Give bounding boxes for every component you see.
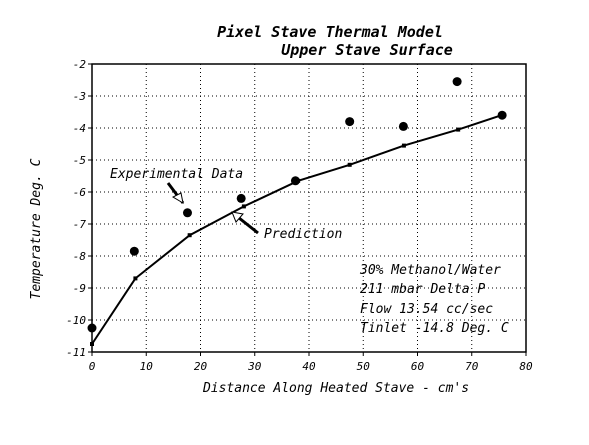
y-tick-label: -11 bbox=[66, 346, 86, 359]
annotation-prediction: Prediction bbox=[264, 227, 342, 242]
experimental-data-point bbox=[345, 117, 355, 127]
chart-subtitle: Upper Stave Surface bbox=[281, 41, 453, 59]
experimental-data-point bbox=[236, 193, 246, 203]
x-tick-label: 60 bbox=[411, 360, 425, 373]
experimental-data-point bbox=[452, 77, 462, 87]
annotation-experimental: Experimental Data bbox=[110, 167, 243, 182]
series-layer bbox=[87, 77, 507, 346]
x-tick-label: 20 bbox=[194, 360, 208, 373]
prediction-point bbox=[133, 276, 138, 281]
y-tick-label: -3 bbox=[73, 90, 86, 103]
annotation-prediction-arrowhead bbox=[231, 211, 244, 223]
x-tick-label: 50 bbox=[357, 360, 371, 373]
y-axis-label: Temperature Deg. C bbox=[29, 158, 44, 299]
condition-line: Tinlet -14.8 Deg. C bbox=[360, 321, 509, 336]
y-tick-label: -8 bbox=[73, 250, 87, 263]
experimental-data-point bbox=[129, 246, 139, 256]
prediction-point bbox=[241, 204, 246, 209]
conditions-block: 30% Methanol/Water 211 mbar Delta P Flow… bbox=[359, 263, 509, 336]
x-tick-label: 0 bbox=[89, 360, 96, 373]
y-tick-label: -6 bbox=[73, 186, 87, 199]
y-tick-label: -5 bbox=[73, 154, 86, 167]
prediction-point bbox=[456, 127, 461, 132]
y-tick-label: -10 bbox=[66, 314, 86, 327]
prediction-point bbox=[347, 162, 352, 167]
x-tick-label: 40 bbox=[302, 360, 316, 373]
condition-line: 30% Methanol/Water bbox=[359, 263, 501, 278]
experimental-data-point bbox=[87, 323, 97, 333]
y-tick-label: -2 bbox=[73, 58, 87, 71]
x-tick-label: 30 bbox=[247, 360, 262, 373]
prediction-point bbox=[499, 113, 504, 118]
chart-title: Pixel Stave Thermal Model bbox=[217, 23, 443, 41]
prediction-point bbox=[401, 143, 406, 148]
condition-line: 211 mbar Delta P bbox=[360, 282, 485, 297]
experimental-data-point bbox=[398, 121, 408, 131]
y-tick-label: -9 bbox=[73, 282, 86, 295]
x-tick-label: 70 bbox=[465, 360, 479, 373]
x-tick-label: 10 bbox=[140, 360, 154, 373]
y-tick-label: -4 bbox=[73, 122, 86, 135]
prediction-point bbox=[90, 342, 94, 346]
grid bbox=[92, 64, 526, 352]
prediction-point bbox=[187, 233, 192, 238]
x-axis-label: Distance Along Heated Stave - cm's bbox=[202, 381, 469, 396]
experimental-data-point bbox=[182, 208, 192, 218]
prediction-point bbox=[296, 178, 301, 183]
annotation-experimental-arrowhead bbox=[171, 192, 184, 205]
x-tick-label: 80 bbox=[519, 360, 533, 373]
axis-ticks: 0 10 20 30 40 50 60 70 80 -2 -3 -4 -5 -6 -7 -8 -9 -10 -11 bbox=[66, 58, 533, 373]
y-tick-label: -7 bbox=[73, 218, 87, 231]
condition-line: Flow 13.54 cc/sec bbox=[360, 302, 493, 317]
